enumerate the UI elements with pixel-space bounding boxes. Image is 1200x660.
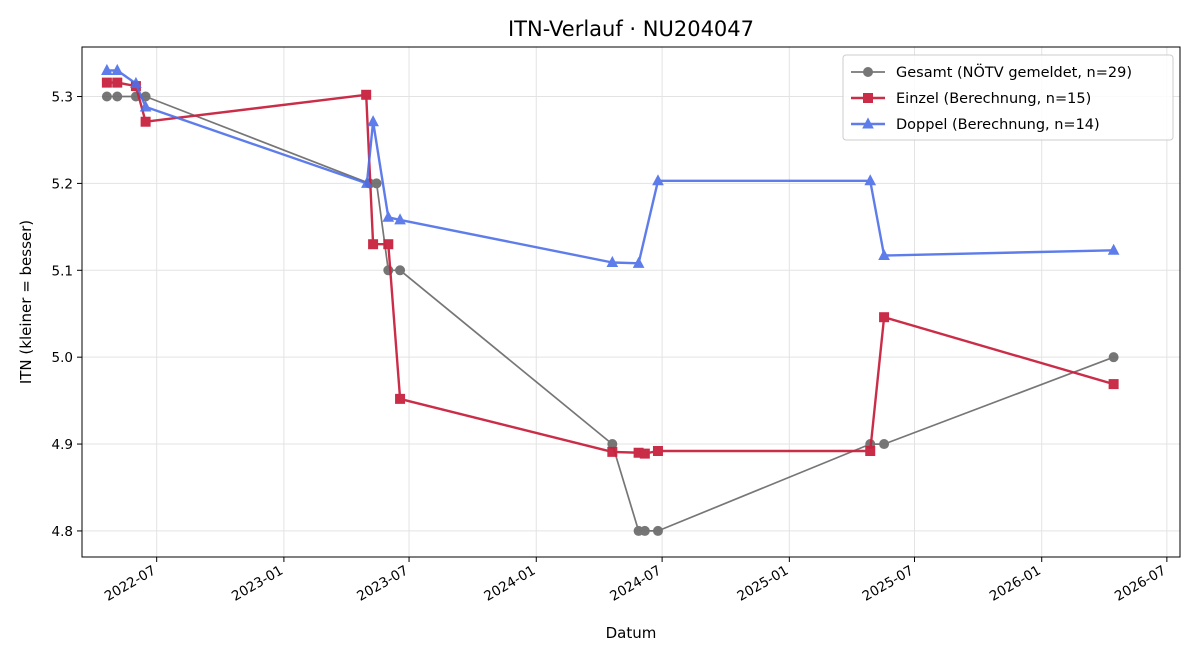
legend-label: Gesamt (NÖTV gemeldet, n=29): [896, 63, 1132, 81]
legend-entry: [851, 67, 885, 77]
x-tick-label: 2023-07: [354, 563, 411, 605]
data-point: [371, 178, 382, 189]
data-point: [368, 239, 379, 250]
legend-marker: [862, 117, 874, 129]
grid: [82, 47, 1180, 557]
data-point: [383, 239, 394, 250]
data-point: [101, 91, 112, 102]
x-tick-label: 2026-01: [987, 563, 1044, 605]
data-point: [1107, 243, 1120, 255]
x-tick-label: 2025-07: [860, 563, 917, 605]
legend-entry: [851, 117, 885, 129]
legend-box: [842, 54, 1174, 141]
data-point: [879, 312, 890, 323]
data-point: [361, 176, 373, 188]
data-point: [395, 393, 406, 404]
series-circle: [101, 91, 1119, 536]
data-point: [112, 77, 123, 88]
x-tick-label: 2025-01: [734, 563, 791, 605]
series-line: [106, 95, 1114, 532]
data-point: [395, 265, 406, 276]
data-point: [606, 255, 619, 267]
x-tick-label: 2024-01: [481, 563, 538, 605]
x-tick-label: 2023-01: [229, 563, 286, 605]
y-tick-label: 5.0: [52, 350, 73, 366]
legend-label: Doppel (Berechnung, n=14): [896, 117, 1100, 133]
data-point: [652, 174, 664, 186]
y-tick-label: 5.3: [52, 90, 73, 106]
data-point: [112, 91, 123, 102]
x-axis-label: Datum: [606, 624, 657, 642]
data-point: [382, 210, 395, 222]
x-tick-label: 2022-07: [102, 563, 159, 605]
legend-marker: [863, 67, 873, 77]
data-point: [1108, 379, 1119, 390]
data-point: [140, 116, 151, 127]
series-layer: [101, 63, 1120, 536]
plot-frame: [81, 46, 1181, 558]
legend-marker: [863, 93, 873, 103]
data-point: [394, 213, 406, 225]
series-triangle: [101, 63, 1120, 268]
data-point: [1108, 352, 1119, 363]
y-axis-label: ITN (kleiner = besser): [17, 220, 35, 384]
data-point: [652, 446, 663, 457]
data-point: [879, 439, 890, 450]
y-tick-label: 5.1: [52, 263, 73, 279]
data-point: [101, 77, 112, 88]
data-point: [361, 89, 372, 100]
y-tick-label: 4.8: [52, 524, 73, 540]
legend: Gesamt (NÖTV gemeldet, n=29) Einzel (Bere…: [842, 54, 1174, 141]
y-tick-label: 5.2: [52, 176, 73, 192]
data-point: [878, 248, 890, 261]
data-point: [639, 525, 650, 536]
data-point: [607, 446, 618, 457]
axis-ticks: 2022-07 2023-01 2023-07 2024-01 2024-07 2025-…: [52, 90, 1169, 605]
series-square: [101, 77, 1119, 459]
data-point: [864, 174, 877, 186]
legend-label: Einzel (Berechnung, n=15): [896, 91, 1091, 107]
data-point: [111, 63, 124, 75]
data-point: [101, 63, 113, 75]
data-point: [652, 525, 663, 536]
data-point: [130, 76, 142, 88]
x-tick-label: 2026-07: [1112, 563, 1169, 605]
data-point: [139, 100, 152, 112]
y-tick-label: 4.9: [52, 437, 73, 453]
data-point: [865, 446, 876, 457]
legend-entry: [851, 93, 885, 103]
x-tick-label: 2024-07: [607, 563, 664, 605]
data-point: [367, 115, 379, 127]
data-point: [632, 256, 645, 268]
chart-title: ITN-Verlauf · NU204047: [508, 17, 754, 41]
data-point: [639, 448, 650, 459]
